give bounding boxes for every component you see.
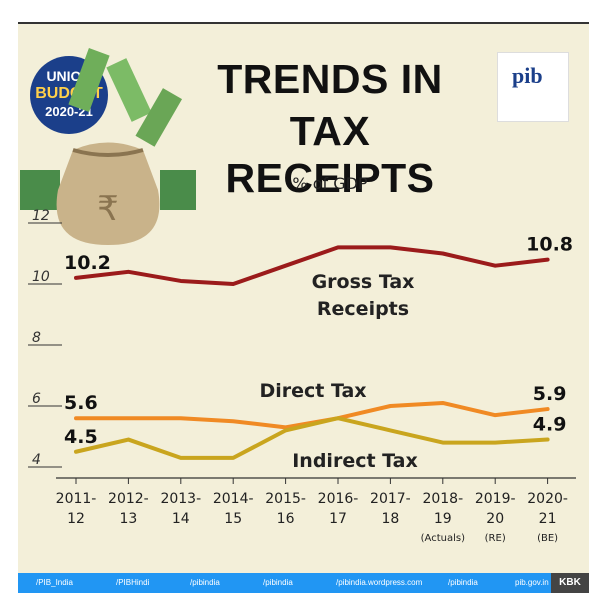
x-tick-label: 16 bbox=[277, 511, 295, 527]
series-name-label: Receipts bbox=[317, 298, 409, 320]
series-line-0 bbox=[74, 245, 550, 286]
y-tick-label: 6 bbox=[32, 391, 41, 407]
svg-text:₹: ₹ bbox=[97, 189, 119, 229]
footer-twitter-1[interactable]: /PIB_India bbox=[36, 578, 73, 587]
x-tick-label: 15 bbox=[224, 511, 242, 527]
y-tick-label: 10 bbox=[32, 269, 50, 285]
x-tick-label: (BE) bbox=[537, 533, 558, 544]
x-tick-label: 2014- bbox=[213, 491, 254, 507]
x-tick-label: 2019- bbox=[475, 491, 516, 507]
x-tick-label: 2016- bbox=[318, 491, 359, 507]
x-tick-label: 2017- bbox=[370, 491, 411, 507]
footer-instagram-2[interactable]: /pibindia bbox=[448, 578, 478, 587]
first-value-label: 10.2 bbox=[64, 252, 111, 274]
x-tick-label: 20 bbox=[486, 511, 504, 527]
x-tick-label: 2012- bbox=[108, 491, 149, 507]
chart-title-line1: TRENDS IN bbox=[217, 56, 443, 102]
series-name-label: Indirect Tax bbox=[292, 450, 418, 472]
series-name-label: Direct Tax bbox=[259, 380, 366, 402]
x-tick-label: 12 bbox=[67, 511, 85, 527]
y-tick-label: 8 bbox=[32, 330, 41, 346]
footer-facebook[interactable]: /pibindia bbox=[190, 578, 220, 587]
footer-bar: /PIB_India /PIBHindi /pibindia /pibindia… bbox=[18, 573, 589, 593]
series-line-2 bbox=[74, 416, 550, 460]
series-name-label: Gross Tax bbox=[312, 271, 415, 293]
x-tick-label: 14 bbox=[172, 511, 190, 527]
x-tick-label: 2011- bbox=[56, 491, 97, 507]
footer-twitter-2[interactable]: /PIBHindi bbox=[116, 578, 150, 587]
y-tick-label: 12 bbox=[32, 208, 50, 224]
first-value-label: 5.6 bbox=[64, 392, 98, 414]
x-tick-label: 19 bbox=[434, 511, 452, 527]
money-bag-icon: ₹ bbox=[20, 48, 196, 245]
last-value-label: 10.8 bbox=[526, 234, 573, 256]
first-value-label: 4.5 bbox=[64, 426, 98, 448]
x-tick-label: 18 bbox=[381, 511, 399, 527]
x-tick-label: (RE) bbox=[485, 533, 506, 544]
chart-title-line2: TAX RECEIPTS bbox=[225, 108, 435, 201]
pib-logo-text: pib bbox=[512, 63, 543, 88]
x-tick-label: 2015- bbox=[265, 491, 306, 507]
x-tick-label: 17 bbox=[329, 511, 347, 527]
footer-instagram-1[interactable]: /pibindia bbox=[263, 578, 293, 587]
y-tick-label: 4 bbox=[32, 452, 41, 468]
x-tick-label: 21 bbox=[539, 511, 557, 527]
x-tick-label: (Actuals) bbox=[421, 533, 465, 544]
footer-tag: KBK bbox=[551, 573, 589, 593]
x-tick-label: 2013- bbox=[160, 491, 201, 507]
last-value-label: 5.9 bbox=[533, 383, 567, 405]
footer-website[interactable]: pib.gov.in bbox=[515, 578, 549, 587]
footer-wordpress[interactable]: /pibindia.wordpress.com bbox=[336, 578, 423, 587]
last-value-label: 4.9 bbox=[533, 414, 567, 436]
pib-logo: pib bbox=[497, 52, 569, 122]
chart-subtitle: % of GDP bbox=[292, 174, 368, 193]
x-tick-label: 2020- bbox=[527, 491, 568, 507]
x-tick-label: 13 bbox=[119, 511, 137, 527]
x-tick-label: 2018- bbox=[422, 491, 463, 507]
infographic-card bbox=[18, 22, 589, 577]
